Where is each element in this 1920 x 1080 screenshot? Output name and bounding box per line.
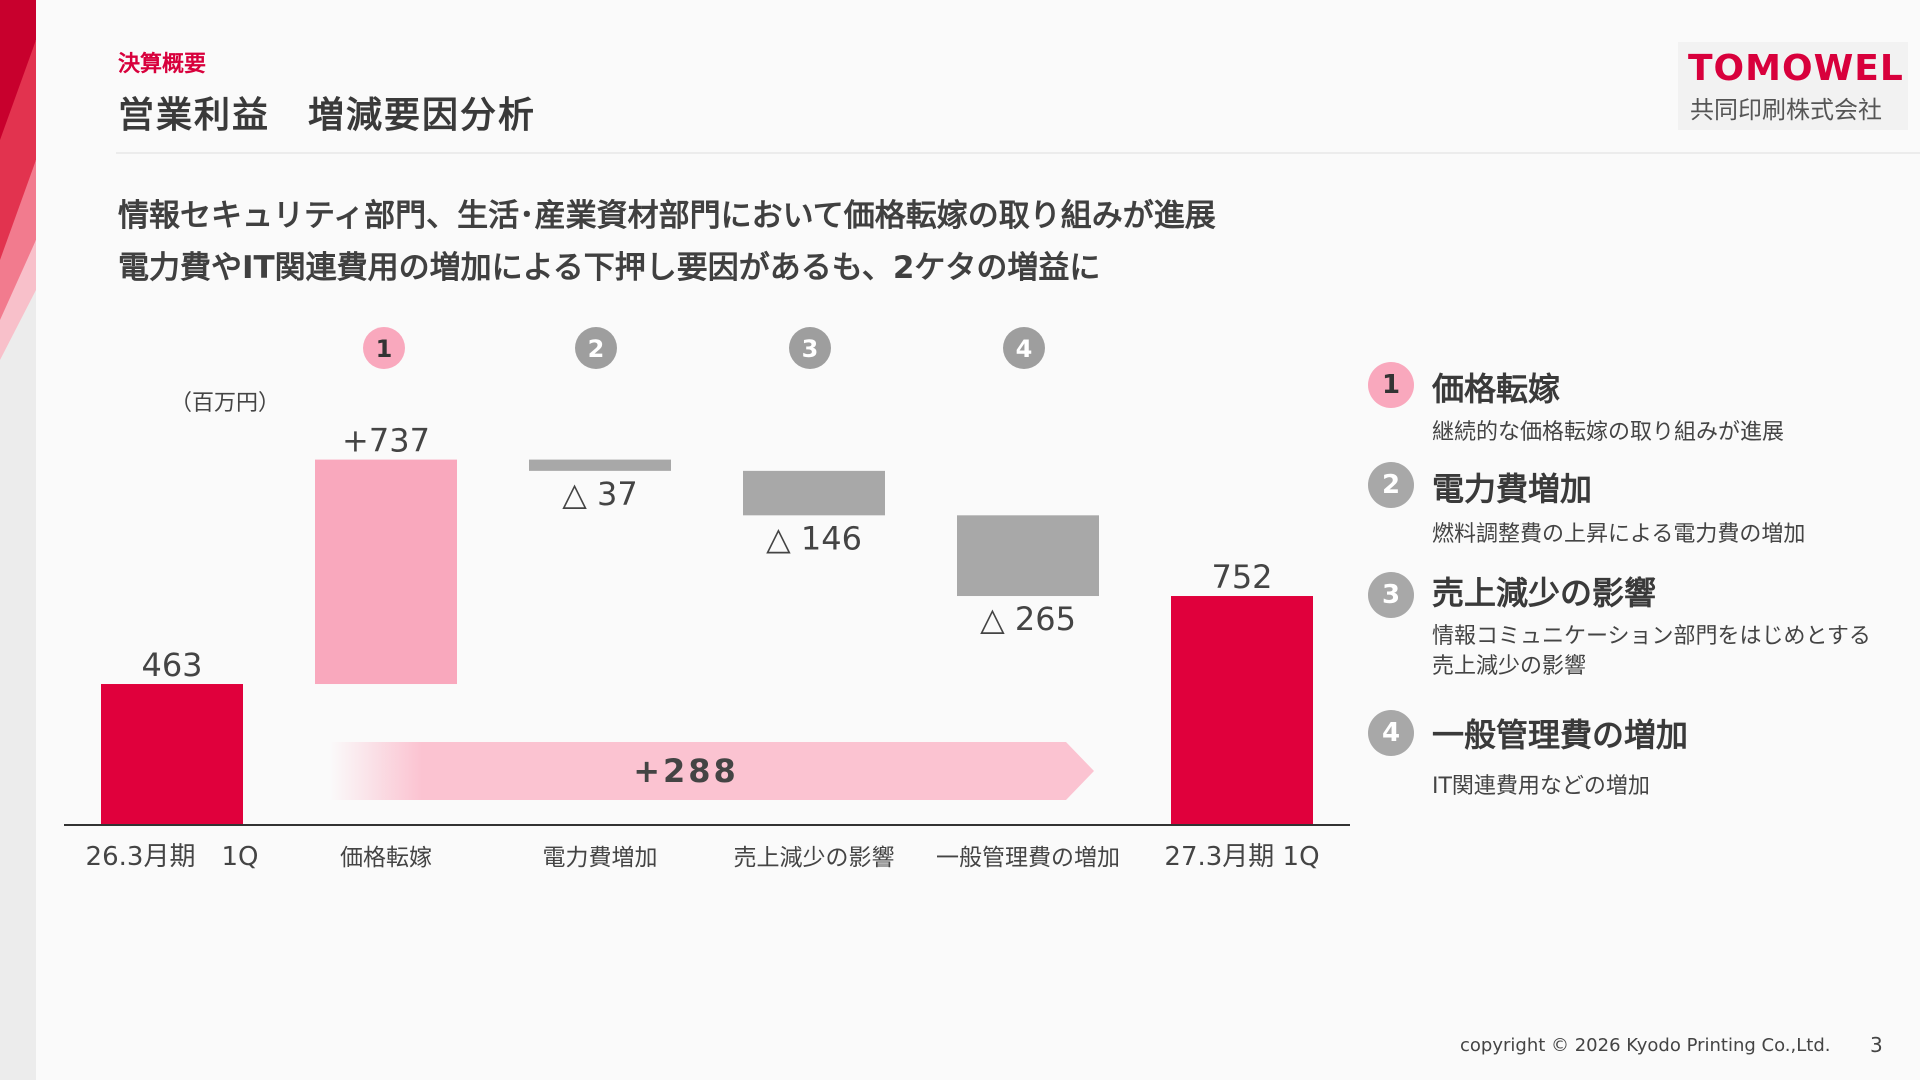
logo-company-name: 共同印刷株式会社: [1690, 96, 1882, 124]
value-label-0: 463: [141, 646, 202, 684]
badge-circle-1: [363, 327, 405, 369]
value-label-5: 752: [1211, 558, 1272, 596]
bar-5: [1171, 596, 1313, 825]
legend-panel: 1 価格転嫁 継続的な価格転嫁の取り組みが進展 2 電力費増加 燃料調整費の上昇…: [1360, 0, 1920, 1000]
logo-wordmark: TOMOWEL: [1688, 48, 1904, 89]
category-label-4: 一般管理費の増加: [936, 845, 1120, 871]
badge-circle-2: [575, 327, 617, 369]
legend-heading-3: 売上減少の影響: [1432, 574, 1657, 612]
unit-label: （百万円）: [170, 391, 280, 416]
value-label-3: △ 146: [766, 519, 862, 557]
badge-number-2: 2: [588, 335, 605, 363]
legend-badge-3: 3: [1368, 572, 1414, 618]
legend-heading-2: 電力費増加: [1432, 470, 1593, 508]
legend-badge-4: 4: [1368, 710, 1414, 756]
legend-badge-2: 2: [1368, 462, 1414, 508]
net-change-arrow: [330, 742, 1094, 800]
bar-0: [101, 684, 243, 825]
value-label-4: △ 265: [980, 600, 1076, 638]
headline-line-2: 電力費やIT関連費用の増加による下押し要因があるも、2ケタの増益に: [118, 250, 1101, 286]
category-label-3: 売上減少の影響: [734, 845, 895, 871]
category-label-1: 価格転嫁: [340, 845, 432, 871]
net-change-label: +288: [633, 752, 739, 790]
waterfall-chart: +288 （百万円） 463 26.3月期 1Q +737 1 価格転嫁 △ 37 2 電力費増加…: [64, 327, 1350, 872]
legend-desc-3: 情報コミュニケーション部門をはじめとする売上減少の影響: [1432, 624, 1871, 679]
value-label-2: △ 37: [562, 475, 638, 513]
legend-heading-4: 一般管理費の増加: [1432, 716, 1689, 754]
page-number: 3: [1870, 1033, 1883, 1057]
badge-circle-3: [789, 327, 831, 369]
category-label-5: 27.3月期 1Q: [1164, 842, 1319, 872]
footer-copyright: copyright © 2026 Kyodo Printing Co.,Ltd.: [1460, 1035, 1831, 1056]
value-label-1: +737: [342, 422, 430, 460]
legend-desc-1: 継続的な価格転嫁の取り組みが進展: [1432, 420, 1785, 445]
bar-4: [957, 515, 1099, 597]
badge-number-3: 3: [802, 335, 819, 363]
legend-desc-4: IT関連費用などの増加: [1432, 774, 1650, 799]
legend-heading-1: 価格転嫁: [1432, 370, 1561, 408]
badge-circle-4: [1003, 327, 1045, 369]
bar-1: [315, 459, 457, 685]
category-label-2: 電力費増加: [543, 845, 658, 871]
category-label-0: 26.3月期 1Q: [86, 842, 259, 872]
badge-number-1: 1: [376, 335, 393, 363]
badge-number-4: 4: [1016, 335, 1033, 363]
legend-desc-2: 燃料調整費の上昇による電力費の増加: [1432, 522, 1806, 547]
headline-line-1: 情報セキュリティ部門、生活･産業資材部門において価格転嫁の取り組みが進展: [118, 198, 1216, 234]
bar-2: [529, 459, 671, 471]
legend-badge-1: 1: [1368, 362, 1414, 408]
section-label: 決算概要: [118, 52, 207, 77]
bar-3: [743, 470, 885, 516]
page-title: 営業利益 増減要因分析: [118, 95, 537, 136]
company-logo: TOMOWEL 共同印刷株式会社: [1678, 42, 1908, 130]
title-divider: [116, 152, 1920, 154]
left-accent-stripe: [0, 0, 36, 1080]
